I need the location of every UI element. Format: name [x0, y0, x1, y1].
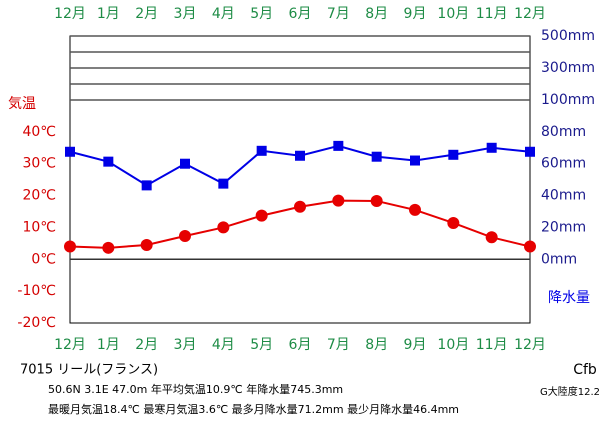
- y2-tick-label: 100mm: [541, 92, 595, 108]
- x-tick-label: 8月: [365, 6, 388, 22]
- station: 7015 リール(フランス): [20, 363, 158, 378]
- marker: [65, 146, 75, 157]
- marker: [485, 231, 498, 244]
- y-tick-label: 30℃: [22, 156, 56, 172]
- marker: [218, 178, 229, 189]
- y-tick-label: -10℃: [17, 283, 56, 299]
- x-tick-label: 7月: [327, 337, 350, 353]
- y-tick-label: 10℃: [22, 219, 56, 235]
- x-tick-label: 12月: [54, 6, 86, 22]
- x-tick-label: 7月: [327, 6, 350, 22]
- x-tick-label: 9月: [404, 337, 427, 353]
- y-tick-label: 0℃: [31, 251, 56, 267]
- y2-tick-label: 300mm: [541, 60, 595, 76]
- marker: [525, 146, 535, 157]
- x-tick-label: 5月: [250, 6, 273, 22]
- x-tick-label: 12月: [514, 337, 546, 353]
- x-tick-label: 4月: [212, 337, 235, 353]
- marker: [102, 241, 115, 254]
- marker: [256, 145, 267, 156]
- x-tick-label: 12月: [514, 6, 546, 22]
- marker: [294, 200, 306, 213]
- x-tick-label: 1月: [97, 337, 120, 353]
- marker: [333, 140, 344, 151]
- marker: [332, 194, 345, 207]
- x-tick-label: 11月: [476, 6, 508, 22]
- x-tick-label: 5月: [250, 337, 273, 353]
- x-tick-label: 10月: [437, 6, 469, 22]
- info: 50.6N 3.1E 47.0m 年平均気温10.9℃ 年降水量745.3mm: [48, 382, 343, 396]
- y2-axis-title: 降水量: [548, 290, 590, 306]
- x-tick-label: 2月: [135, 337, 158, 353]
- marker: [141, 180, 152, 191]
- marker: [295, 150, 305, 161]
- x-tick-label: 12月: [54, 337, 86, 353]
- marker: [217, 221, 230, 234]
- marker: [140, 238, 153, 251]
- marker: [103, 156, 114, 167]
- marker: [486, 142, 497, 153]
- marker: [179, 230, 191, 243]
- climate-class: Cfb: [573, 362, 597, 378]
- marker: [409, 203, 421, 216]
- marker: [410, 155, 420, 166]
- y-tick-label: -20℃: [17, 315, 56, 331]
- marker: [180, 158, 190, 169]
- x-tick-label: 10月: [437, 337, 469, 353]
- continentality: G大陸度12.2: [540, 385, 600, 398]
- x-tick-label: 3月: [174, 6, 197, 22]
- marker: [64, 240, 76, 253]
- x-tick-label: 9月: [404, 6, 427, 22]
- extremes: 最暖月気温18.4℃ 最寒月気温3.6℃ 最多月降水量71.2mm 最少月降水量…: [48, 402, 459, 416]
- y2-tick-label: 0mm: [541, 251, 577, 267]
- marker: [448, 149, 459, 160]
- y2-tick-label: 500mm: [541, 28, 595, 44]
- x-tick-label: 11月: [476, 337, 508, 353]
- y2-tick-label: 80mm: [541, 124, 586, 140]
- y-tick-label: 20℃: [22, 188, 56, 204]
- y-tick-label: 40℃: [22, 124, 56, 140]
- x-tick-label: 6月: [289, 337, 312, 353]
- y2-tick-label: 20mm: [541, 219, 586, 235]
- marker: [371, 151, 382, 162]
- x-tick-label: 1月: [97, 6, 120, 22]
- marker: [370, 194, 383, 207]
- marker: [255, 209, 268, 222]
- y2-tick-label: 40mm: [541, 188, 586, 204]
- x-tick-label: 6月: [289, 6, 312, 22]
- x-tick-label: 3月: [174, 337, 197, 353]
- x-tick-label: 8月: [365, 337, 388, 353]
- marker: [524, 240, 536, 253]
- x-tick-label: 4月: [212, 6, 235, 22]
- marker: [447, 216, 460, 229]
- x-tick-label: 2月: [135, 6, 158, 22]
- y2-tick-label: 60mm: [541, 156, 586, 172]
- y-axis-title: 気温: [8, 96, 36, 112]
